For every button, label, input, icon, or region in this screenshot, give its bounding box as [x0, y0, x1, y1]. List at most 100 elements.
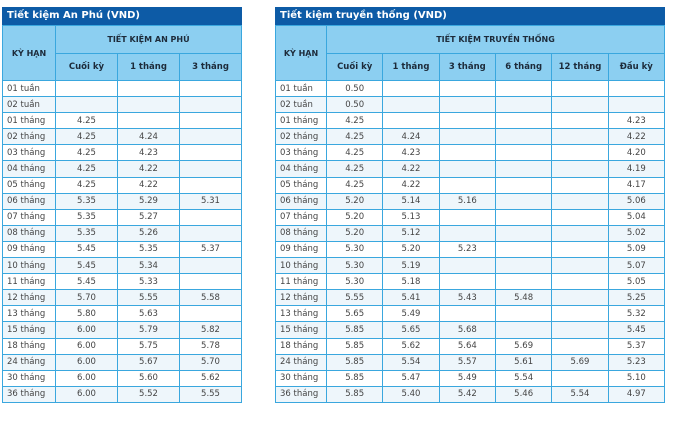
rate-cell: 5.54 [551, 385, 609, 403]
rate-cell: 5.35 [117, 240, 180, 259]
rate-cell: 5.35 [55, 192, 118, 210]
term-cell: 06 tháng [2, 192, 56, 210]
table-row: 01 tháng 4.25 4.23 [275, 112, 666, 130]
table-row: 08 tháng 5.35 5.26 [2, 224, 242, 242]
group-header: TIẾT KIỆM AN PHÚ [55, 25, 242, 54]
rate-cell [179, 224, 242, 242]
rate-cell: 6.00 [55, 385, 118, 403]
term-cell: 10 tháng [275, 257, 327, 275]
rate-cell: 4.25 [55, 160, 118, 178]
rate-cell: 5.16 [438, 192, 496, 210]
rate-cell [494, 257, 553, 275]
rate-cell [494, 96, 553, 114]
rate-cell: 5.54 [494, 369, 553, 387]
table-row: 18 tháng 6.00 5.75 5.78 [2, 337, 242, 355]
rate-cell: 5.67 [117, 353, 180, 371]
table-row: 02 tháng 4.25 4.24 [2, 128, 242, 146]
term-cell: 11 tháng [2, 273, 56, 291]
rate-cell: 4.19 [607, 160, 666, 178]
rate-cell: 5.31 [179, 192, 242, 210]
table-row: 13 tháng 5.80 5.63 [2, 305, 242, 323]
rate-cell [494, 321, 553, 339]
rate-cell: 5.20 [382, 240, 440, 259]
rate-cell [494, 112, 553, 130]
rate-cell [179, 208, 242, 226]
rate-cell: 6.00 [55, 321, 118, 339]
rate-cell [179, 128, 242, 146]
rate-cell: 5.13 [382, 208, 440, 226]
table-row: 15 tháng 6.00 5.79 5.82 [2, 321, 242, 339]
rate-cell: 5.41 [382, 289, 440, 307]
table-row: 24 tháng 5.85 5.54 5.57 5.61 5.69 5.23 [275, 353, 666, 371]
rate-cell [179, 96, 242, 114]
rate-cell: 4.22 [117, 176, 180, 194]
table-row: 15 tháng 5.85 5.65 5.68 5.45 [275, 321, 666, 339]
rate-cell [551, 160, 609, 178]
term-header: KỲ HẠN [2, 25, 56, 81]
table-row: 03 tháng 4.25 4.23 4.20 [275, 144, 666, 162]
panel-title: Tiết kiệm truyền thống (VND) [275, 7, 665, 25]
term-cell: 01 tháng [2, 112, 56, 130]
table-row: 30 tháng 5.85 5.47 5.49 5.54 5.10 [275, 369, 666, 387]
table-row: 07 tháng 5.35 5.27 [2, 208, 242, 226]
rate-cell: 5.30 [325, 257, 384, 275]
term-cell: 13 tháng [275, 305, 327, 323]
rate-cell: 5.07 [607, 257, 666, 275]
rate-cell [179, 79, 242, 98]
table-row: 01 tuần 0.50 [275, 79, 666, 98]
rate-cell: 5.45 [55, 257, 118, 275]
rate-cell: 6.00 [55, 369, 118, 387]
rate-cell: 5.35 [55, 224, 118, 242]
table-row: 10 tháng 5.30 5.19 5.07 [275, 257, 666, 275]
rate-cell: 5.45 [55, 273, 118, 291]
term-cell: 36 tháng [2, 385, 56, 403]
term-cell: 01 tuần [275, 79, 327, 98]
rate-cell [551, 224, 609, 242]
rate-cell: 5.10 [607, 369, 666, 387]
term-cell: 02 tuần [275, 96, 327, 114]
term-cell: 24 tháng [2, 353, 56, 371]
an-phu-savings-panel: Tiết kiệm An Phú (VND) KỲ HẠN TIẾT KIỆM … [2, 7, 242, 403]
rate-cell: 5.54 [382, 353, 440, 371]
rate-cell: 5.55 [179, 385, 242, 403]
rate-cell: 5.65 [325, 305, 384, 323]
term-cell: 36 tháng [275, 385, 327, 403]
rate-cell: 5.64 [438, 337, 496, 355]
term-header: KỲ HẠN [275, 25, 327, 81]
term-cell: 02 tháng [2, 128, 56, 146]
rate-cell [179, 176, 242, 194]
term-cell: 01 tháng [275, 112, 327, 130]
table-row: 09 tháng 5.30 5.20 5.23 5.09 [275, 240, 666, 259]
rate-cell: 5.40 [382, 385, 440, 403]
rate-cell [494, 144, 553, 162]
term-cell: 11 tháng [275, 273, 327, 291]
table-row: 07 tháng 5.20 5.13 5.04 [275, 208, 666, 226]
table-row: 03 tháng 4.25 4.23 [2, 144, 242, 162]
rate-cell: 5.55 [325, 289, 384, 307]
rate-cell: 5.33 [117, 273, 180, 291]
rate-cell: 4.97 [607, 385, 666, 403]
rate-cell: 5.19 [382, 257, 440, 275]
rate-cell: 4.22 [117, 160, 180, 178]
rate-cell: 5.06 [607, 192, 666, 210]
rate-cell: 5.23 [438, 240, 496, 259]
rate-cell: 5.02 [607, 224, 666, 242]
term-cell: 01 tuần [2, 79, 56, 98]
rate-cell [551, 79, 609, 98]
rate-cell: 5.70 [179, 353, 242, 371]
rate-cell: 6.00 [55, 337, 118, 355]
rate-cell: 5.85 [325, 385, 384, 403]
rate-cell: 5.65 [382, 321, 440, 339]
rate-cell: 5.78 [179, 337, 242, 355]
rate-cell [551, 240, 609, 259]
term-cell: 18 tháng [2, 337, 56, 355]
rate-cell [179, 273, 242, 291]
rate-cell: 0.50 [325, 96, 384, 114]
table-row: 06 tháng 5.20 5.14 5.16 5.06 [275, 192, 666, 210]
term-cell: 09 tháng [275, 240, 327, 259]
rate-cell [494, 160, 553, 178]
rate-cell [551, 144, 609, 162]
rate-cell: 4.22 [607, 128, 666, 146]
rate-cell: 5.27 [117, 208, 180, 226]
rate-cell [551, 208, 609, 226]
